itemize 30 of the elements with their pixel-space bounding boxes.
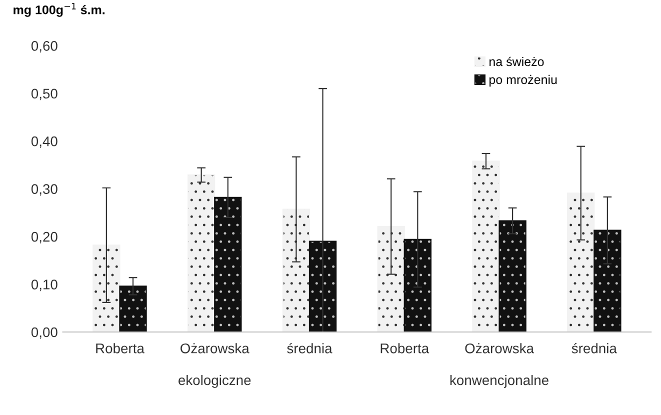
bar: [282, 208, 310, 332]
x-tick-label: Roberta: [96, 343, 144, 354]
x-tick-label: Roberta: [380, 343, 430, 354]
x-tick-label: średnia: [572, 342, 617, 354]
text: konwencjonalne: [450, 374, 548, 388]
x-tick-label: Ożarowska: [180, 343, 250, 354]
y-tick-label: 0,60: [31, 40, 58, 52]
x-tick-label: średnia: [287, 342, 332, 354]
bar: [594, 230, 622, 332]
bar: [377, 226, 405, 332]
bar: [498, 220, 526, 332]
y-axis-title: mg 100g$^{−1}$ ś.m.: [14, 3, 104, 17]
bar: [187, 174, 216, 332]
y-tick-label: 0,30: [31, 184, 58, 196]
bar: [214, 196, 242, 332]
bar: [308, 240, 337, 332]
bar: [567, 192, 595, 332]
bar: [472, 160, 500, 332]
y-tick-label: 0,50: [31, 88, 58, 100]
text: ekologiczne: [178, 374, 251, 388]
legend-label: po mrożeniu: [490, 74, 557, 87]
y-tick-label: 0,40: [31, 136, 58, 148]
y-tick-label: 0,10: [31, 280, 58, 292]
y-tick-label: 0,20: [31, 232, 58, 244]
legend-label: na świeżo: [490, 56, 544, 66]
bar: [404, 238, 432, 332]
bar: [92, 244, 120, 332]
y-tick-label: 0,00: [31, 327, 58, 339]
x-tick-label: Ożarowska: [465, 343, 534, 354]
bar: [119, 286, 147, 332]
